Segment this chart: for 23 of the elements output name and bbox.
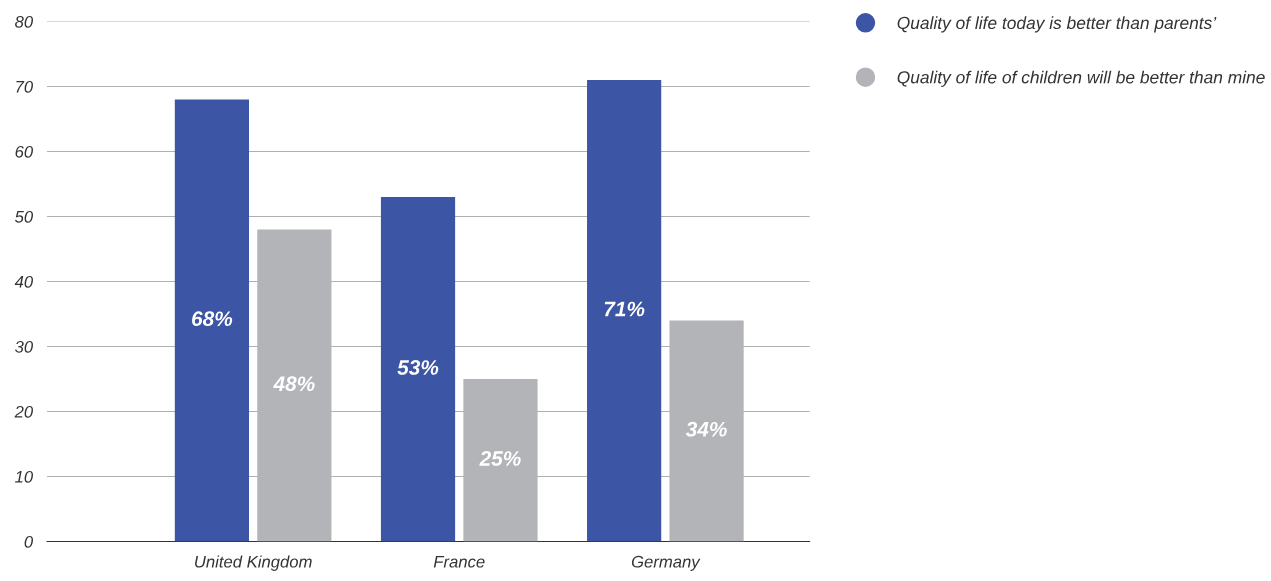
bar — [587, 80, 662, 542]
text: 48% — [273, 376, 315, 392]
bar — [174, 99, 250, 542]
legend-label: Quality of life of children will be better than mine — [897, 70, 1265, 87]
text: 53% — [397, 360, 439, 375]
y-tick-label: 10 — [15, 470, 33, 483]
y-tick-label: 30 — [14, 340, 33, 353]
y-tick-label: 0 — [24, 535, 33, 548]
text: 25% — [479, 451, 521, 466]
y-tick-label: 70 — [16, 80, 33, 93]
y-tick-label: 20 — [14, 405, 33, 418]
y-tick-label: 80 — [15, 15, 33, 28]
y-tick-label: 60 — [15, 145, 33, 158]
x-tick-label: Germany — [631, 555, 701, 571]
text: 34% — [685, 421, 727, 437]
text: 68% — [192, 311, 233, 327]
x-tick-label: United Kingdom — [195, 555, 312, 571]
legend-label: Quality of life today is better than parents’ — [897, 16, 1217, 33]
y-tick-label: 50 — [14, 210, 33, 223]
x-tick-label: France — [433, 555, 485, 568]
text: 71% — [604, 301, 645, 317]
bar — [380, 197, 456, 542]
y-tick-label: 40 — [14, 275, 33, 288]
